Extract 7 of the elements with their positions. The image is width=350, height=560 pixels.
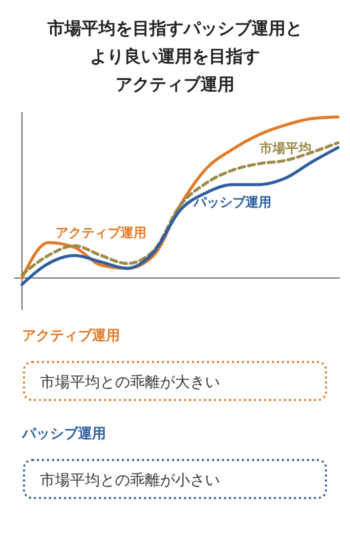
text: アクティブ運用	[22, 327, 120, 344]
chart-title: 市場平均を目指すパッシブ運用とより良い運用を目指すアクティブ運用	[46, 19, 302, 95]
text: 市場平均との乖離が大きい	[40, 373, 220, 391]
text: パッシブ運用	[21, 425, 106, 442]
text: 市場平均との乖離が小さい	[40, 471, 220, 489]
series-label: アクティブ運用	[56, 225, 146, 242]
series-label: パッシブ運用	[192, 194, 272, 211]
